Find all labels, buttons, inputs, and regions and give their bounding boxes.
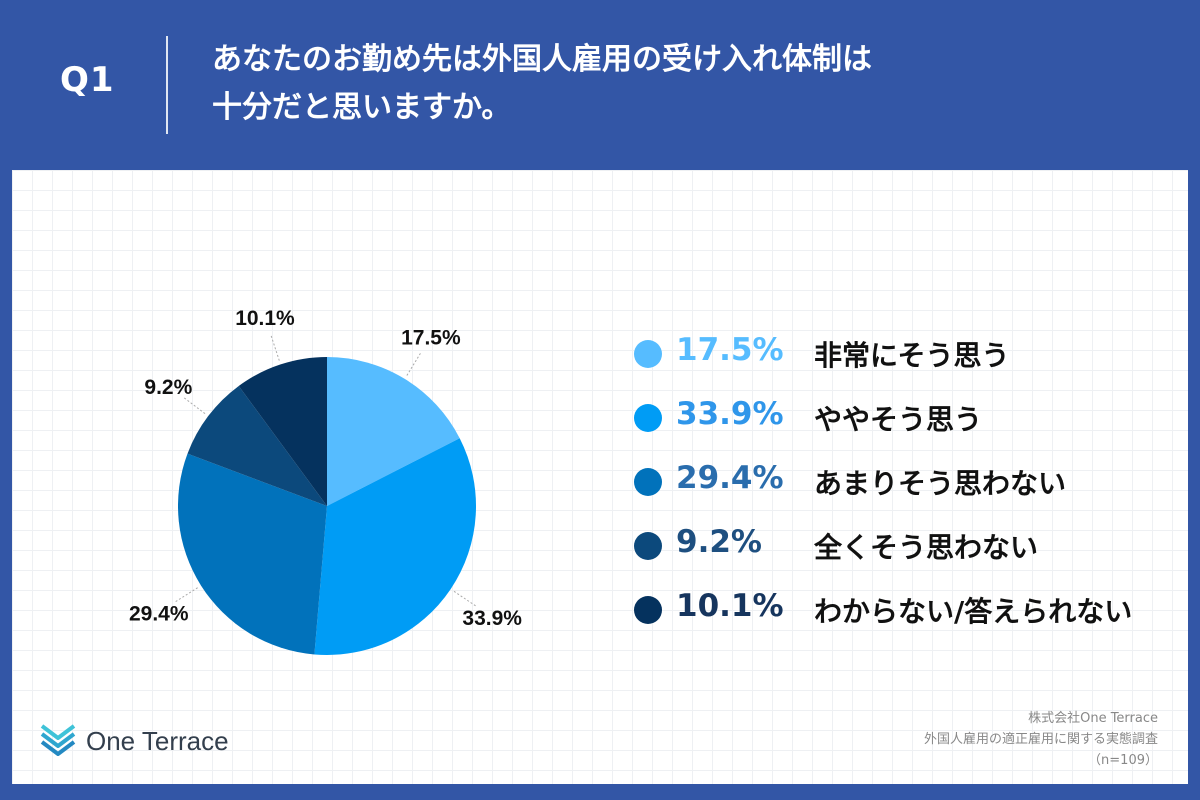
legend-label: 全くそう思わない	[814, 531, 1039, 564]
chevron-stack-icon	[40, 724, 76, 756]
legend-dot-icon	[634, 468, 662, 496]
legend-percent: 17.5%	[676, 332, 784, 368]
data-label: 33.9%	[462, 607, 522, 630]
leader-line	[406, 353, 421, 376]
legend-dot-icon	[634, 404, 662, 432]
data-label: 29.4%	[129, 602, 189, 625]
legend-percent: 33.9%	[676, 396, 784, 432]
pie-slice-4	[187, 385, 327, 506]
legend-percent: 9.2%	[676, 524, 762, 560]
pie-slice-3	[178, 453, 327, 655]
source-company: 株式会社One Terrace	[1028, 711, 1158, 726]
legend-label: あまりそう思わない	[814, 467, 1067, 500]
pie-chart: 17.5% 33.9% 29.4% 9.2% 10.1%	[129, 307, 522, 655]
source-sample-size: （n=109）	[1088, 753, 1158, 768]
legend-percent: 29.4%	[676, 460, 784, 496]
question-text: あなたのお勤め先は外国人雇用の受け入れ体制は 十分だと思いますか。	[212, 36, 1152, 132]
question-line-2: 十分だと思いますか。	[212, 90, 512, 125]
legend-dot-icon	[634, 596, 662, 624]
leader-line	[270, 335, 280, 361]
legend-dot-icon	[634, 532, 662, 560]
header: Q1 あなたのお勤め先は外国人雇用の受け入れ体制は 十分だと思いますか。	[0, 0, 1200, 170]
source-survey: 外国人雇用の適正雇用に関する実態調査	[923, 732, 1158, 747]
leader-line	[183, 397, 206, 415]
pie-slice-5	[238, 357, 327, 506]
data-label: 17.5%	[401, 326, 461, 349]
legend-dot-icon	[634, 340, 662, 368]
logo-text: One Terrace	[86, 726, 229, 756]
chart-card: 17.5% 33.9% 29.4% 9.2% 10.1% 17.5% 非常にそう思う 33.…	[12, 170, 1188, 784]
question-number: Q1	[60, 60, 115, 100]
logo: One Terrace	[38, 722, 229, 762]
question-line-1: あなたのお勤め先は外国人雇用の受け入れ体制は	[212, 42, 872, 77]
legend-label: ややそう思う	[814, 403, 983, 436]
legend-percent: 10.1%	[676, 588, 784, 624]
leader-line	[453, 590, 476, 607]
pie-slice-2	[314, 438, 477, 655]
leader-line	[175, 587, 198, 603]
pie-slice-1	[327, 357, 460, 506]
data-label: 9.2%	[144, 376, 192, 399]
header-divider	[166, 36, 168, 134]
legend-label: 非常にそう思う	[814, 339, 1010, 372]
legend-label: わからない/答えられない	[814, 595, 1133, 628]
data-label: 10.1%	[235, 307, 295, 330]
source-note: 株式会社One Terrace 外国人雇用の適正雇用に関する実態調査 （n=10…	[924, 708, 1158, 771]
